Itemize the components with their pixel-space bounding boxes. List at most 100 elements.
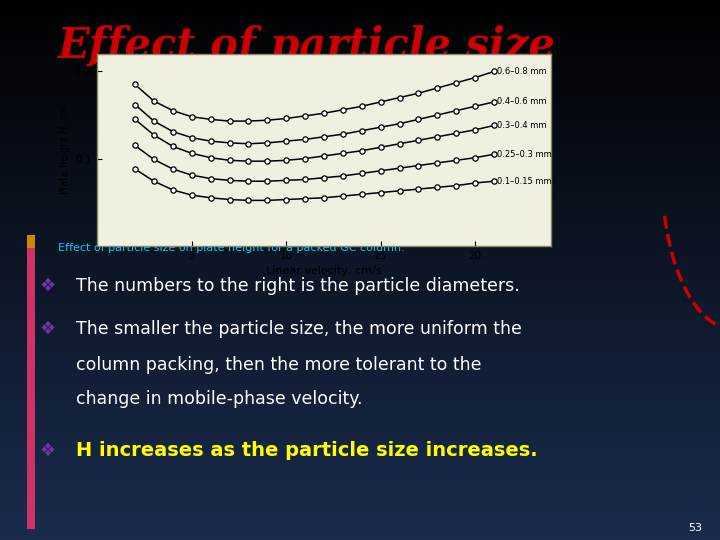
Bar	[0, 293, 720, 297]
Bar	[0, 301, 720, 306]
Bar	[0, 31, 720, 36]
Bar	[0, 261, 720, 266]
Bar	[0, 126, 720, 131]
Bar	[0, 45, 720, 50]
Bar	[0, 36, 720, 40]
Bar	[0, 531, 720, 536]
Bar	[0, 522, 720, 526]
Bar	[0, 477, 720, 482]
Bar	[0, 351, 720, 355]
Bar	[0, 112, 720, 117]
Bar	[0, 513, 720, 517]
Text: 0.1–0.15 mm: 0.1–0.15 mm	[497, 177, 552, 186]
Bar	[0, 220, 720, 225]
Bar	[0, 482, 720, 486]
Bar	[0, 23, 720, 27]
Bar	[0, 193, 720, 198]
Bar	[0, 9, 720, 14]
Bar	[0, 486, 720, 490]
Bar	[0, 90, 720, 94]
Bar	[0, 423, 720, 428]
Bar	[0, 455, 720, 459]
Bar	[0, 441, 720, 445]
Bar	[27, 235, 35, 248]
Bar	[0, 432, 720, 436]
Bar	[0, 360, 720, 364]
Bar	[0, 378, 720, 382]
Bar	[0, 58, 720, 63]
Text: column packing, then the more tolerant to the: column packing, then the more tolerant t…	[76, 355, 481, 374]
Bar	[0, 85, 720, 90]
Bar	[0, 338, 720, 342]
Bar	[0, 117, 720, 122]
Bar	[0, 212, 720, 216]
Bar	[0, 104, 720, 108]
Text: Effect of particle size: Effect of particle size	[58, 25, 556, 67]
Bar	[0, 18, 720, 23]
Text: H increases as the particle size increases.: H increases as the particle size increas…	[76, 441, 537, 461]
Bar	[0, 297, 720, 301]
Bar	[0, 405, 720, 409]
Bar	[0, 342, 720, 347]
Bar	[0, 162, 720, 166]
Bar	[0, 266, 720, 270]
Bar	[0, 347, 720, 351]
Text: ❖: ❖	[40, 442, 55, 460]
Bar	[0, 536, 720, 540]
Text: 0.3–0.4 mm: 0.3–0.4 mm	[497, 121, 546, 130]
Bar	[0, 401, 720, 405]
Bar	[0, 207, 720, 212]
Bar	[0, 333, 720, 338]
Text: Effect of particle size on plate height for a packed GC column.: Effect of particle size on plate height …	[58, 244, 405, 253]
Bar	[0, 306, 720, 310]
Text: 0.6–0.8 mm: 0.6–0.8 mm	[497, 67, 546, 76]
Bar	[0, 198, 720, 202]
Bar	[0, 270, 720, 274]
Bar	[0, 54, 720, 58]
Bar	[0, 189, 720, 193]
Bar	[0, 459, 720, 463]
Bar	[0, 166, 720, 171]
Bar	[0, 176, 720, 180]
Text: 53: 53	[688, 523, 702, 533]
Bar	[0, 468, 720, 472]
Bar	[0, 68, 720, 72]
Bar	[0, 72, 720, 77]
Bar	[0, 436, 720, 441]
Bar	[0, 99, 720, 104]
Bar	[0, 81, 720, 85]
Bar	[0, 153, 720, 158]
Text: change in mobile-phase velocity.: change in mobile-phase velocity.	[76, 389, 362, 408]
Bar	[0, 500, 720, 504]
Bar	[0, 139, 720, 144]
Bar	[0, 509, 720, 513]
Text: ❖: ❖	[40, 277, 55, 295]
Bar	[0, 202, 720, 207]
Bar	[0, 315, 720, 320]
Text: The smaller the particle size, the more uniform the: The smaller the particle size, the more …	[76, 320, 521, 339]
Bar	[0, 279, 720, 284]
Bar	[0, 144, 720, 148]
Bar	[0, 180, 720, 185]
Y-axis label: Plate height $H$, cm: Plate height $H$, cm	[58, 104, 72, 195]
Bar	[0, 428, 720, 432]
Bar	[0, 131, 720, 135]
Bar	[0, 364, 720, 369]
Bar	[0, 243, 720, 247]
Bar	[0, 396, 720, 401]
Bar	[0, 369, 720, 374]
Bar	[0, 274, 720, 279]
Bar	[0, 382, 720, 387]
Bar	[0, 4, 720, 9]
Bar	[0, 225, 720, 229]
Bar	[0, 77, 720, 81]
Bar	[0, 185, 720, 189]
Bar	[0, 135, 720, 139]
Bar	[0, 239, 720, 243]
Bar	[0, 171, 720, 176]
Bar	[0, 122, 720, 126]
Bar	[0, 387, 720, 392]
Bar	[0, 472, 720, 477]
Bar	[0, 158, 720, 162]
Bar	[27, 248, 35, 529]
